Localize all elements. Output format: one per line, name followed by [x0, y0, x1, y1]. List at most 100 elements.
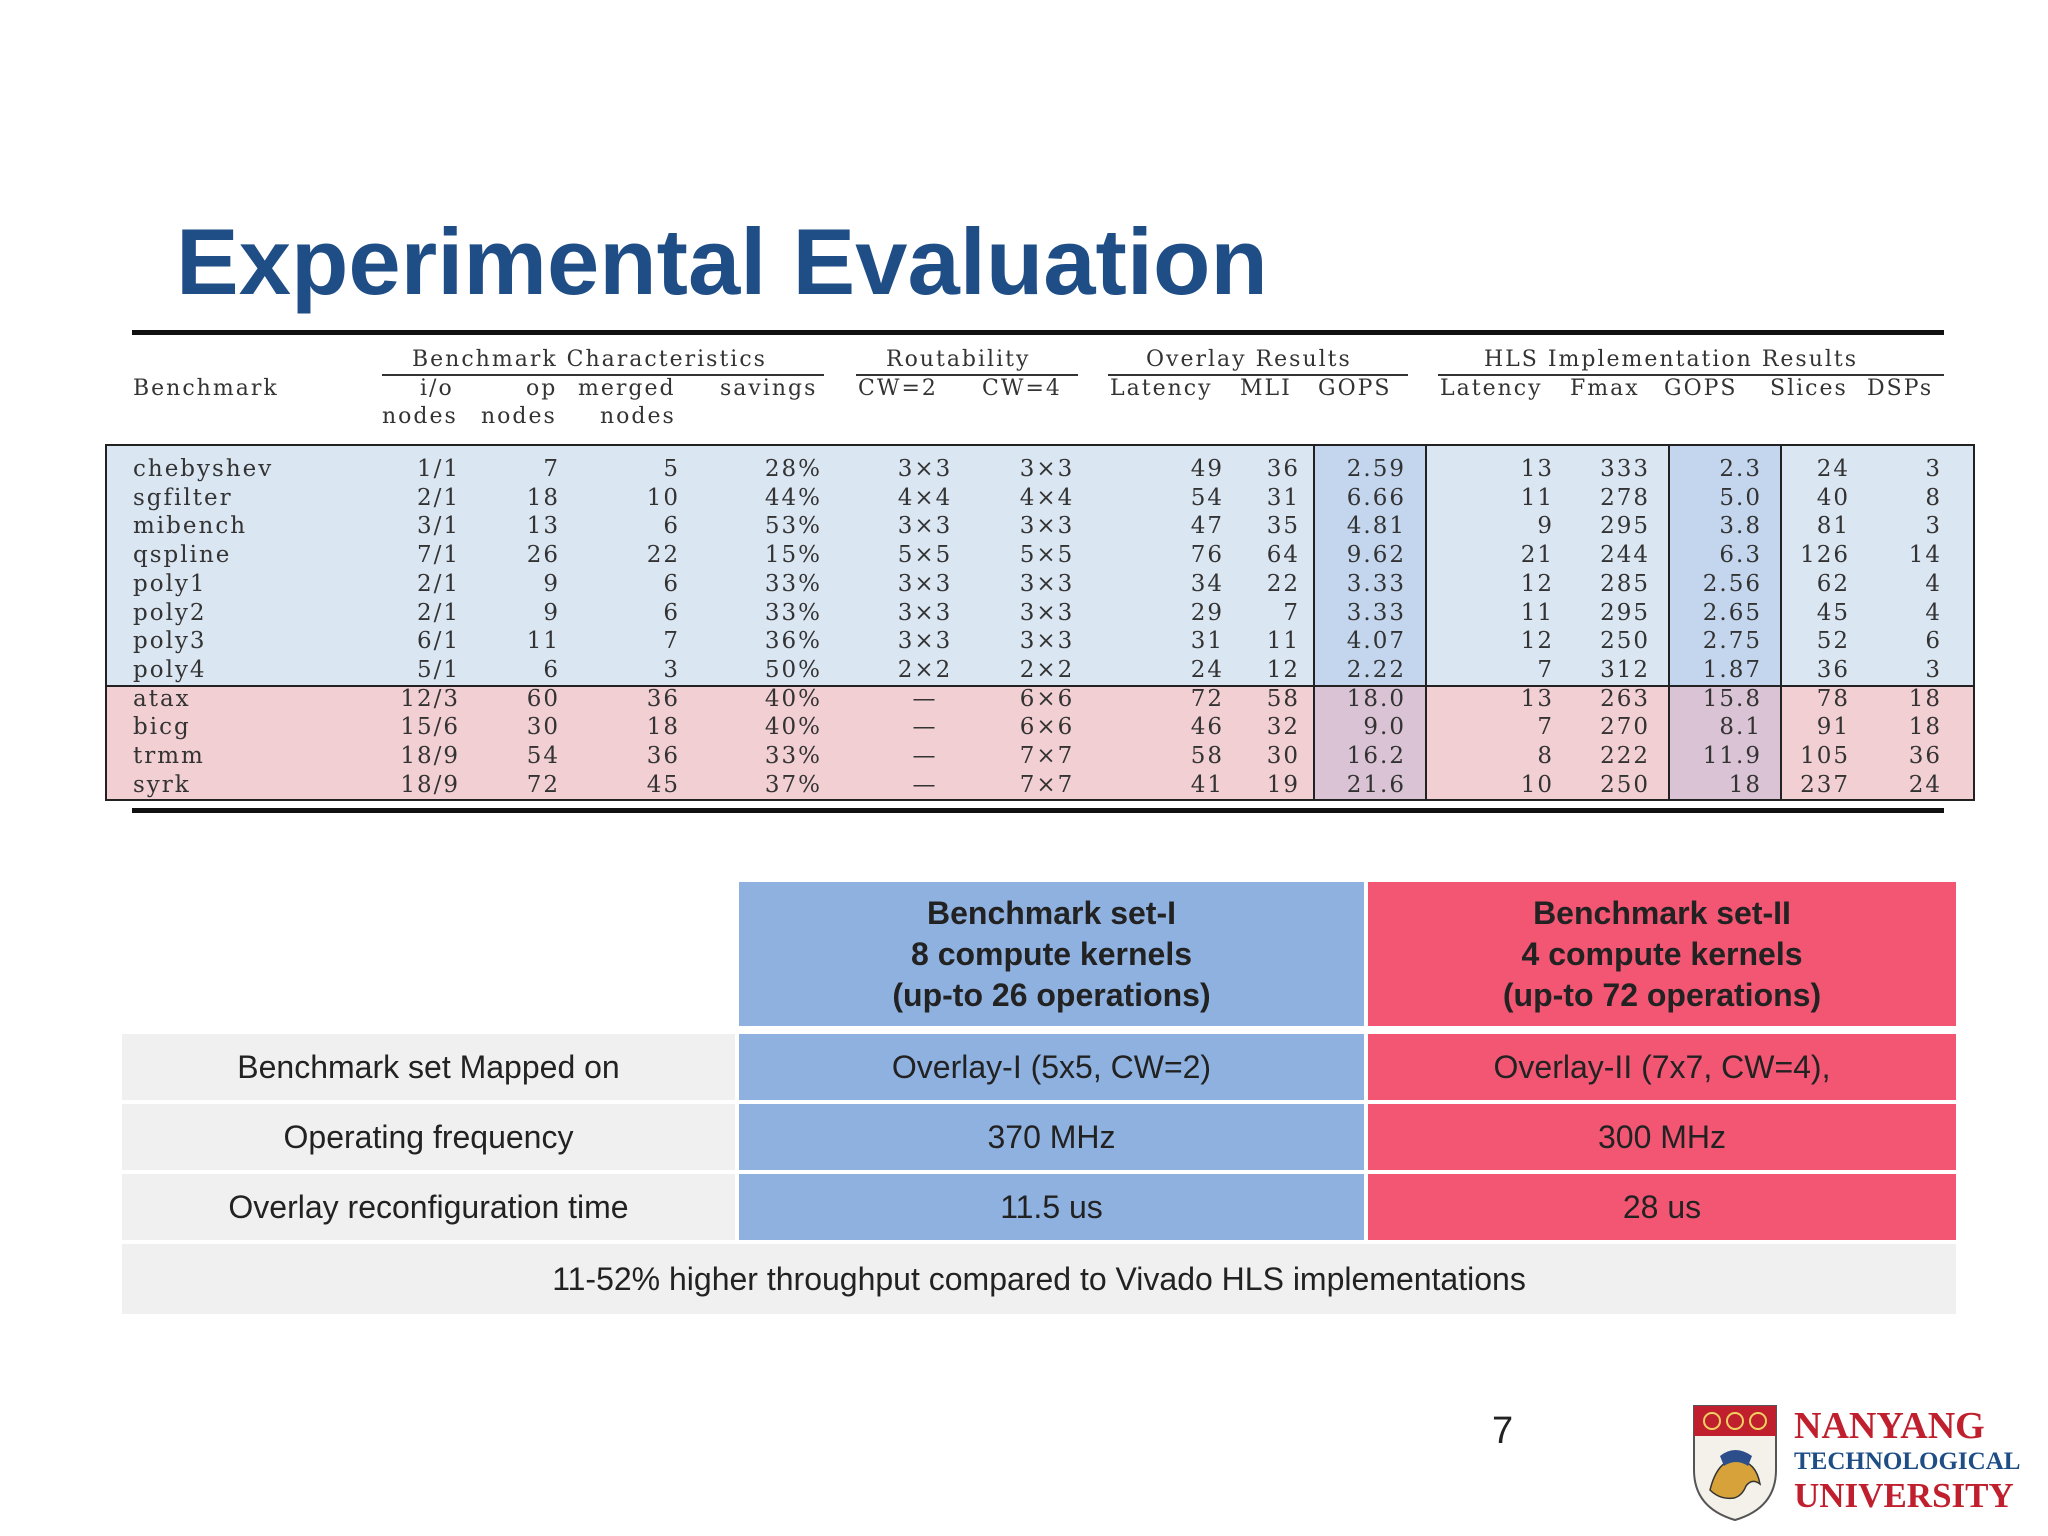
- merged-nodes-cell: 5: [663, 456, 680, 482]
- hls-slices-cell: 105: [1800, 743, 1850, 769]
- hls-slices-cell: 126: [1800, 542, 1850, 569]
- sub-hls-fmax: Fmax: [1570, 376, 1640, 401]
- hls-gops-cell: 2.3: [1719, 456, 1762, 482]
- hls-latency-cell: 21: [1520, 542, 1554, 569]
- hls-fmax-cell: 244: [1600, 542, 1650, 569]
- hls-dsps-cell: 24: [1908, 771, 1942, 798]
- io-nodes-cell: 18/9: [400, 743, 460, 769]
- overlay-latency-cell: 41: [1190, 771, 1224, 798]
- benchmark-name-cell: chebyshev: [133, 456, 274, 482]
- cw4-cell: 6×6: [1019, 685, 1075, 712]
- hls-slices-cell: 81: [1816, 513, 1850, 540]
- set2-header: Benchmark set-II 4 compute kernels (up-t…: [1368, 882, 1956, 1026]
- summary-footer: 11-52% higher throughput compared to Viv…: [122, 1244, 1956, 1314]
- overlay-latency-cell: 49: [1190, 456, 1224, 482]
- io-nodes-cell: 15/6: [400, 714, 460, 741]
- op-nodes-cell: 6: [543, 656, 560, 683]
- sub-merged-2: nodes: [600, 404, 676, 429]
- io-nodes-cell: 2/1: [416, 599, 460, 626]
- io-nodes-cell: 2/1: [416, 484, 460, 511]
- sub-savings: savings: [720, 376, 818, 401]
- overlay-latency-cell: 72: [1190, 685, 1224, 712]
- group-characteristics: Benchmark Characteristics: [412, 347, 767, 372]
- ntu-logo: NANYANG TECHNOLOGICAL UNIVERSITY: [1690, 1400, 2020, 1522]
- cw2-cell: 3×3: [897, 599, 953, 626]
- overlay-latency-cell: 34: [1190, 570, 1224, 597]
- cw4-cell: 2×2: [1019, 656, 1075, 683]
- hls-fmax-cell: 333: [1600, 456, 1650, 482]
- table-row: poly2 2/1 9 6 33% 3×3 3×3 29 7 3.33 11 295 2.65 45 4: [0, 600, 2048, 629]
- table-row: syrk 18/9 72 45 37% — 7×7 41 19 21.6 10 250 18 237 24: [0, 772, 2048, 801]
- benchmark-name-cell: syrk: [133, 771, 191, 798]
- savings-cell: 37%: [764, 771, 822, 798]
- overlay-gops-cell: 18.0: [1346, 685, 1406, 712]
- benchmark-name-cell: sgfilter: [133, 484, 233, 511]
- hls-fmax-cell: 285: [1600, 570, 1650, 597]
- summary-row-set2: Overlay-II (7x7, CW=4),: [1368, 1034, 1956, 1100]
- overlay-mli-cell: 30: [1266, 743, 1300, 769]
- benchmark-name-cell: mibench: [133, 513, 248, 540]
- benchmark-name-cell: bicg: [133, 714, 191, 741]
- hls-latency-cell: 11: [1520, 484, 1554, 511]
- merged-nodes-cell: 6: [663, 513, 680, 540]
- table-row: poly1 2/1 9 6 33% 3×3 3×3 34 22 3.33 12 285 2.56 62 4: [0, 571, 2048, 600]
- overlay-latency-cell: 47: [1190, 513, 1224, 540]
- hls-gops-cell: 2.75: [1702, 628, 1762, 655]
- overlay-mli-cell: 64: [1266, 542, 1300, 569]
- hls-fmax-cell: 278: [1600, 484, 1650, 511]
- io-nodes-cell: 12/3: [400, 685, 460, 712]
- merged-nodes-cell: 6: [663, 570, 680, 597]
- set2-header-line2: 4 compute kernels: [1521, 935, 1803, 972]
- overlay-gops-cell: 3.33: [1346, 599, 1406, 626]
- overlay-latency-cell: 24: [1190, 656, 1224, 683]
- hls-fmax-cell: 312: [1600, 656, 1650, 683]
- hls-gops-cell: 11.9: [1702, 743, 1762, 769]
- sub-hls-latency: Latency: [1440, 376, 1543, 401]
- hls-gops-cell: 3.8: [1719, 513, 1762, 540]
- overlay-latency-cell: 76: [1190, 542, 1224, 569]
- sub-cw2: CW=2: [858, 376, 938, 401]
- group-hls-rule: [1438, 374, 1944, 376]
- sub-io-1: i/o: [420, 376, 454, 401]
- overlay-gops-cell: 16.2: [1346, 743, 1406, 769]
- sub-hls-gops: GOPS: [1664, 376, 1738, 401]
- op-nodes-cell: 30: [526, 714, 560, 741]
- savings-cell: 44%: [764, 484, 822, 511]
- io-nodes-cell: 7/1: [416, 542, 460, 569]
- summary-table: Benchmark set-I 8 compute kernels (up-to…: [122, 882, 1956, 1314]
- summary-row-label: Operating frequency: [122, 1104, 735, 1170]
- hls-fmax-cell: 250: [1600, 771, 1650, 798]
- op-nodes-cell: 54: [526, 743, 560, 769]
- benchmark-name-cell: poly3: [133, 628, 207, 655]
- hls-slices-cell: 78: [1816, 685, 1850, 712]
- merged-nodes-cell: 18: [646, 714, 680, 741]
- op-nodes-cell: 7: [543, 456, 560, 482]
- group-overlay: Overlay Results: [1146, 347, 1352, 372]
- table-row: sgfilter 2/1 18 10 44% 4×4 4×4 54 31 6.66 11 278 5.0…: [0, 485, 2048, 514]
- slide-title: Experimental Evaluation: [176, 209, 1268, 314]
- overlay-latency-cell: 58: [1190, 743, 1224, 769]
- sub-op-1: op: [526, 376, 558, 401]
- hls-slices-cell: 24: [1816, 456, 1850, 482]
- set2-header-line1: Benchmark set-II: [1533, 894, 1791, 931]
- cw4-cell: 3×3: [1019, 570, 1075, 597]
- hls-slices-cell: 237: [1800, 771, 1850, 798]
- hls-latency-cell: 13: [1520, 456, 1554, 482]
- hls-gops-cell: 6.3: [1719, 542, 1762, 569]
- hls-gops-cell: 18: [1728, 771, 1762, 798]
- ntu-crest-icon: [1693, 1405, 1777, 1522]
- op-nodes-cell: 26: [526, 542, 560, 569]
- cw2-cell: —: [912, 771, 938, 798]
- cw2-cell: 3×3: [897, 456, 953, 482]
- savings-cell: 15%: [764, 542, 822, 569]
- hls-slices-cell: 45: [1816, 599, 1850, 626]
- hls-slices-cell: 62: [1816, 570, 1850, 597]
- overlay-mli-cell: 32: [1266, 714, 1300, 741]
- merged-nodes-cell: 7: [663, 628, 680, 655]
- overlay-gops-cell: 6.66: [1346, 484, 1406, 511]
- table-row: poly4 5/1 6 3 50% 2×2 2×2 24 12 2.22 7 312 1.87 36 3: [0, 657, 2048, 686]
- hls-latency-cell: 7: [1537, 714, 1554, 741]
- benchmark-name-cell: atax: [133, 685, 191, 712]
- cw4-cell: 6×6: [1019, 714, 1075, 741]
- savings-cell: 28%: [764, 456, 822, 482]
